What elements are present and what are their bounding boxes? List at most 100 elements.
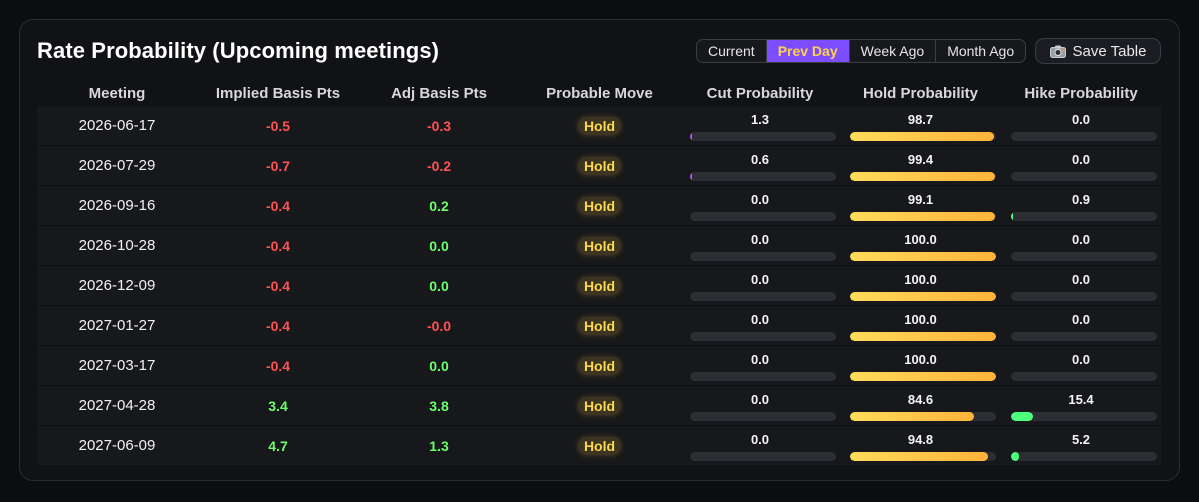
cut-probability-bar bbox=[690, 211, 836, 221]
col-hold-probability: Hold Probability bbox=[862, 84, 978, 102]
col-adj-basis-pts: Adj Basis Pts bbox=[391, 84, 487, 102]
hike-probability-cell: 0.9 bbox=[1001, 186, 1161, 226]
cut-probability-fill bbox=[690, 131, 693, 141]
hold-probability-cell: 84.6 bbox=[840, 386, 1001, 426]
hold-probability-fill bbox=[850, 251, 996, 261]
cut-probability-value: 0.0 bbox=[750, 191, 770, 207]
range-selector: Current Prev Day Week Ago Month Ago bbox=[696, 39, 1027, 63]
meeting-date: 2027-06-09 bbox=[78, 437, 156, 454]
range-prev-day-button[interactable]: Prev Day bbox=[766, 40, 850, 62]
hold-probability-cell: 99.4 bbox=[840, 146, 1001, 186]
hold-probability-bar bbox=[850, 411, 996, 421]
probable-move: Hold bbox=[519, 276, 680, 295]
probable-move: Hold bbox=[519, 316, 680, 335]
hold-probability-value: 100.0 bbox=[904, 311, 937, 327]
hold-probability-value: 99.1 bbox=[907, 191, 934, 207]
table-row: 2027-01-27 -0.4 -0.0 Hold 0.0 100.0 0.0 bbox=[37, 306, 1161, 346]
range-current-button[interactable]: Current bbox=[697, 40, 767, 62]
hold-probability-value: 99.4 bbox=[907, 151, 934, 167]
cut-probability-cell: 0.0 bbox=[680, 186, 840, 226]
probable-move: Hold bbox=[519, 196, 680, 215]
probable-move: Hold bbox=[519, 156, 680, 175]
hold-probability-cell: 100.0 bbox=[840, 226, 1001, 266]
save-table-button[interactable]: Save Table bbox=[1035, 38, 1161, 64]
probable-move: Hold bbox=[519, 236, 680, 255]
col-probable-move: Probable Move bbox=[546, 84, 653, 102]
implied-basis-pts: -0.7 bbox=[265, 157, 291, 174]
table-row: 2026-06-17 -0.5 -0.3 Hold 1.3 98.7 0.0 bbox=[37, 106, 1161, 146]
hike-probability-bar bbox=[1011, 451, 1157, 461]
hike-probability-bar bbox=[1011, 131, 1157, 141]
hike-probability-cell: 0.0 bbox=[1001, 266, 1161, 306]
hold-probability-fill bbox=[850, 131, 995, 141]
hike-probability-value: 5.2 bbox=[1071, 431, 1091, 447]
hike-probability-value: 0.0 bbox=[1071, 111, 1091, 127]
adj-basis-pts: -0.0 bbox=[426, 317, 452, 334]
hold-probability-value: 100.0 bbox=[904, 271, 937, 287]
cut-probability-bar bbox=[690, 371, 836, 381]
hold-probability-value: 84.6 bbox=[907, 391, 934, 407]
hold-probability-bar bbox=[850, 171, 996, 181]
table-row: 2027-04-28 3.4 3.8 Hold 0.0 84.6 15.4 bbox=[37, 386, 1161, 426]
hike-probability-fill bbox=[1011, 411, 1034, 421]
probable-move: Hold bbox=[519, 116, 680, 135]
adj-basis-pts: 0.2 bbox=[429, 197, 449, 214]
cut-probability-cell: 0.0 bbox=[680, 386, 840, 426]
hike-probability-value: 0.0 bbox=[1071, 231, 1091, 247]
hold-probability-value: 94.8 bbox=[907, 431, 934, 447]
save-table-label: Save Table bbox=[1072, 42, 1147, 60]
cut-probability-cell: 0.0 bbox=[680, 266, 840, 306]
hold-probability-fill bbox=[850, 331, 996, 341]
meeting-date: 2026-07-29 bbox=[78, 157, 156, 174]
table-row: 2026-12-09 -0.4 0.0 Hold 0.0 100.0 0.0 bbox=[37, 266, 1161, 306]
hold-probability-cell: 99.1 bbox=[840, 186, 1001, 226]
cut-probability-value: 0.0 bbox=[750, 311, 770, 327]
col-meeting: Meeting bbox=[88, 84, 146, 102]
hike-probability-cell: 0.0 bbox=[1001, 146, 1161, 186]
hold-probability-fill bbox=[850, 291, 996, 301]
cut-probability-value: 0.0 bbox=[750, 431, 770, 447]
col-cut-probability: Cut Probability bbox=[706, 84, 814, 102]
move-badge: Hold bbox=[577, 156, 622, 175]
implied-basis-pts: 3.4 bbox=[268, 397, 288, 414]
probable-move: Hold bbox=[519, 436, 680, 455]
hike-probability-value: 0.0 bbox=[1071, 351, 1091, 367]
hike-probability-cell: 5.2 bbox=[1001, 426, 1161, 466]
adj-basis-pts: 0.0 bbox=[429, 357, 449, 374]
hike-probability-bar bbox=[1011, 251, 1157, 261]
implied-basis-pts: -0.4 bbox=[265, 197, 291, 214]
hike-probability-cell: 0.0 bbox=[1001, 306, 1161, 346]
hold-probability-value: 100.0 bbox=[904, 231, 937, 247]
hike-probability-bar bbox=[1011, 171, 1157, 181]
cut-probability-cell: 1.3 bbox=[680, 106, 840, 146]
table-row: 2027-03-17 -0.4 0.0 Hold 0.0 100.0 0.0 bbox=[37, 346, 1161, 386]
hike-probability-value: 0.0 bbox=[1071, 151, 1091, 167]
hike-probability-value: 0.0 bbox=[1071, 311, 1091, 327]
probability-table: Meeting Implied Basis Pts Adj Basis Pts … bbox=[37, 80, 1161, 466]
implied-basis-pts: -0.5 bbox=[265, 117, 291, 134]
range-week-ago-button[interactable]: Week Ago bbox=[850, 40, 937, 62]
hike-probability-bar bbox=[1011, 371, 1157, 381]
move-badge: Hold bbox=[577, 196, 622, 215]
table-row: 2027-06-09 4.7 1.3 Hold 0.0 94.8 5.2 bbox=[37, 426, 1161, 466]
cut-probability-value: 0.0 bbox=[750, 271, 770, 287]
hold-probability-fill bbox=[850, 371, 996, 381]
hold-probability-bar bbox=[850, 331, 996, 341]
meeting-date: 2026-09-16 bbox=[78, 197, 156, 214]
hike-probability-bar bbox=[1011, 211, 1157, 221]
move-badge: Hold bbox=[577, 436, 622, 455]
move-badge: Hold bbox=[577, 116, 622, 135]
col-hike-probability: Hike Probability bbox=[1024, 84, 1138, 102]
meeting-date: 2026-10-28 bbox=[78, 237, 156, 254]
range-month-ago-button[interactable]: Month Ago bbox=[947, 43, 1015, 59]
hold-probability-fill bbox=[850, 171, 996, 181]
table-row: 2026-09-16 -0.4 0.2 Hold 0.0 99.1 0.9 bbox=[37, 186, 1161, 226]
adj-basis-pts: -0.3 bbox=[426, 117, 452, 134]
hold-probability-bar bbox=[850, 451, 996, 461]
hike-probability-fill bbox=[1011, 451, 1019, 461]
hold-probability-cell: 100.0 bbox=[840, 346, 1001, 386]
hold-probability-bar bbox=[850, 291, 996, 301]
cut-probability-fill bbox=[690, 171, 693, 181]
hike-probability-cell: 0.0 bbox=[1001, 106, 1161, 146]
table-row: 2026-07-29 -0.7 -0.2 Hold 0.6 99.4 0.0 bbox=[37, 146, 1161, 186]
